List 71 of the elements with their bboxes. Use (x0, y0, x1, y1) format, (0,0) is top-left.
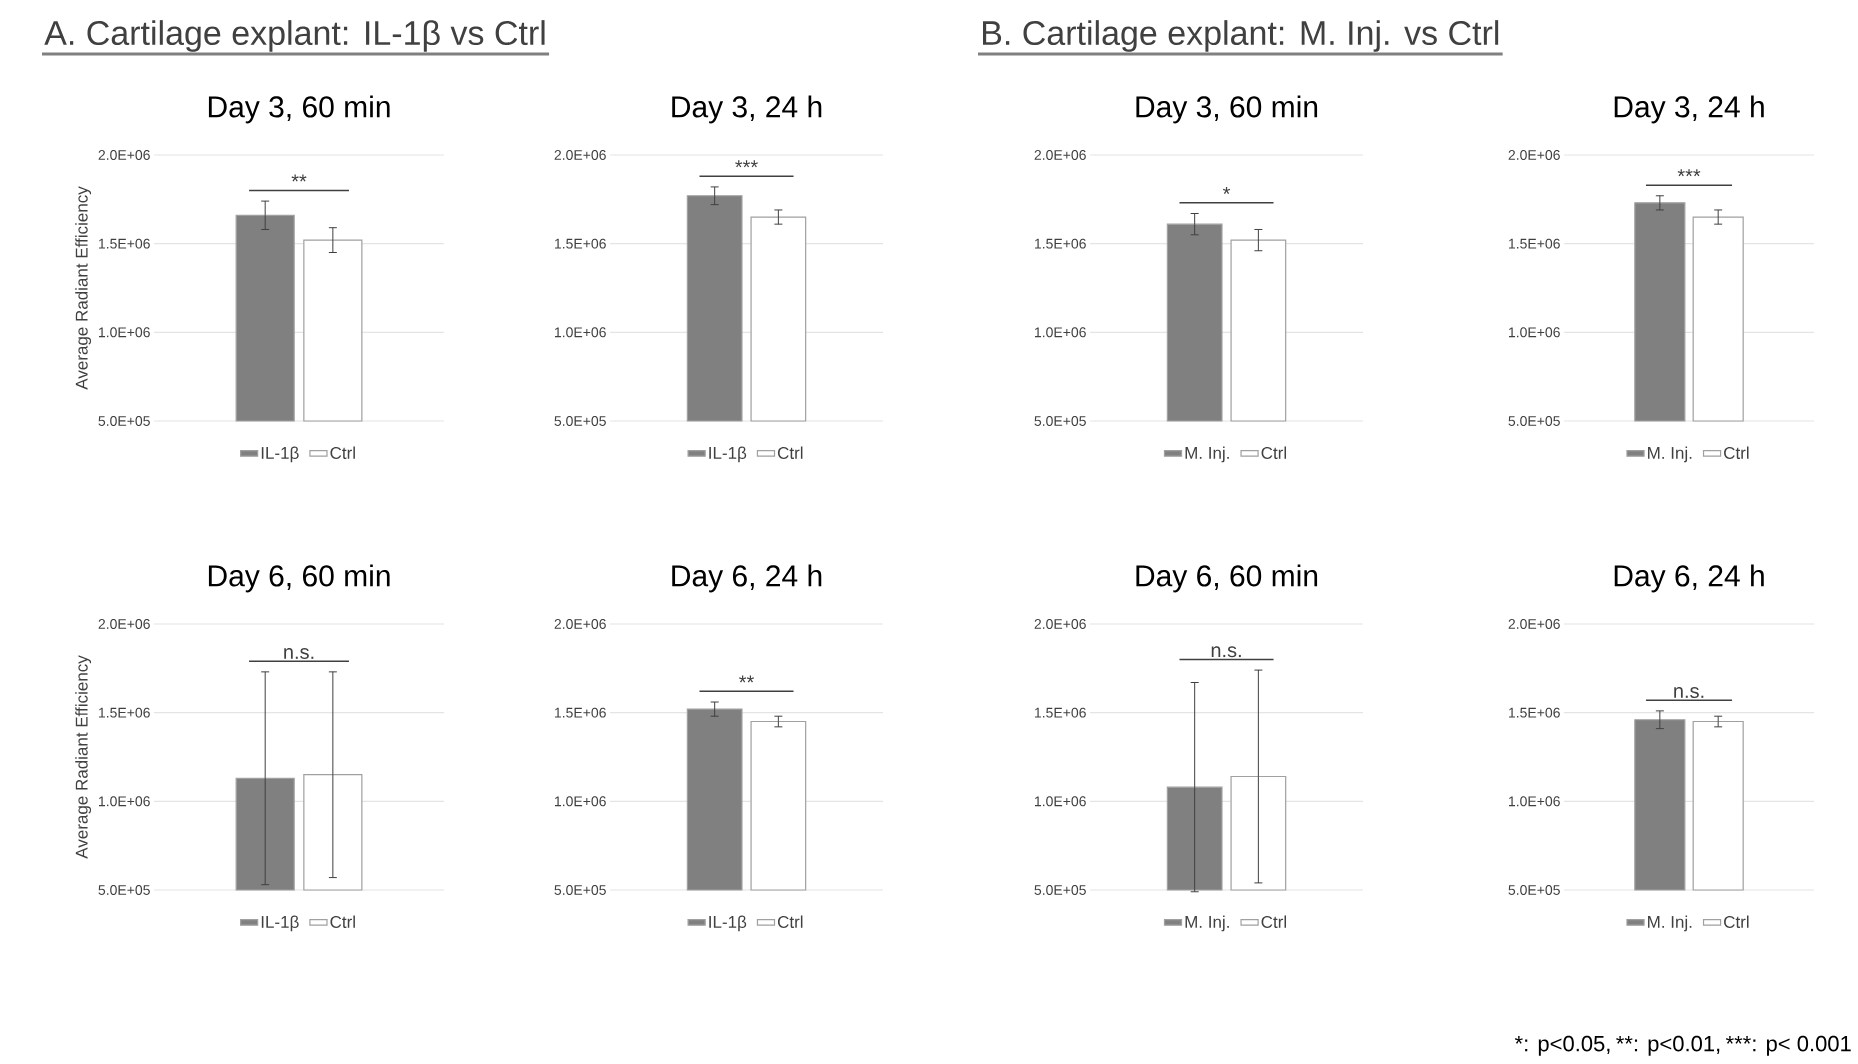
y-tick-label: 1.0E+06 (1509, 327, 1560, 338)
annotation: n.s. (284, 648, 314, 660)
y-tick-label: 5.0E+05 (1508, 416, 1560, 426)
chart-title: Day 6, 24 h (672, 564, 822, 593)
chart-title: Day 3, 24 h (1614, 95, 1764, 124)
legend-label: M. Inj. (1185, 915, 1229, 932)
y-tick-label: 2.0E+06 (554, 150, 606, 160)
annotation: * (1222, 186, 1231, 194)
y-tick-label: 2.0E+06 (1034, 619, 1086, 629)
y-tick-label: 2.0E+06 (1508, 150, 1560, 160)
y-tick-label: 5.0E+05 (1034, 885, 1086, 895)
y-tick-label: 2.0E+06 (98, 619, 150, 629)
chart-title: Day 6, 60 min (208, 564, 390, 593)
legend-label: IL-1β (709, 915, 747, 932)
y-tick-label: 2.0E+06 (1508, 619, 1560, 629)
y-tick-label: 1.5E+06 (1509, 707, 1560, 718)
annotation: n.s. (1211, 646, 1241, 658)
legend-label: M. Inj. (1648, 446, 1692, 463)
text: ***: p< 0.001 (1725, 1035, 1851, 1056)
legend-label: IL-1β (261, 915, 299, 932)
y-tick-label: 1.0E+06 (1509, 796, 1560, 807)
y-tick-label: 2.0E+06 (1034, 150, 1086, 160)
y-tick-label: 1.0E+06 (98, 796, 150, 807)
legend-label: Ctrl (330, 446, 355, 459)
y-tick-label: 1.0E+06 (1035, 327, 1086, 338)
legend-label: Ctrl (1261, 915, 1287, 928)
y-tick-label: 1.0E+06 (1035, 796, 1086, 807)
legend-label: Ctrl (1724, 915, 1749, 928)
y-axis-title: Average Radiant Efficiency (75, 655, 92, 859)
annotation: ** (291, 174, 307, 182)
legend-label: Ctrl (777, 446, 803, 459)
y-tick-label: 2.0E+06 (98, 150, 150, 160)
annotation: *** (735, 160, 758, 168)
y-tick-label: 5.0E+05 (554, 885, 606, 895)
y-tick-label: 5.0E+05 (98, 416, 150, 426)
annotation: ** (739, 675, 754, 683)
annotation: *** (1677, 169, 1701, 177)
legend-label: M. Inj. (1648, 915, 1692, 932)
legend-label: Ctrl (1724, 446, 1749, 459)
y-tick-label: 1.0E+06 (554, 327, 606, 338)
y-tick-label: 1.5E+06 (1509, 238, 1560, 249)
y-tick-label: 1.5E+06 (554, 238, 606, 249)
y-tick-label: 1.5E+06 (554, 707, 606, 718)
legend-label: M. Inj. (1185, 446, 1229, 463)
legend-label: IL-1β (261, 446, 299, 463)
chart-title: Day 3, 24 h (672, 95, 822, 124)
chart-title: Day 3, 60 min (208, 95, 390, 124)
y-tick-label: 2.0E+06 (554, 619, 606, 629)
y-tick-label: 5.0E+05 (1508, 885, 1560, 895)
y-tick-label: 5.0E+05 (1034, 416, 1086, 426)
y-tick-label: 1.5E+06 (1035, 707, 1086, 718)
y-tick-label: 1.0E+06 (554, 796, 606, 807)
legend-label: IL-1β (709, 446, 747, 463)
y-tick-label: 1.5E+06 (98, 707, 150, 718)
annotation: n.s. (1674, 687, 1704, 699)
text: *: p<0.05, (1514, 1035, 1610, 1056)
chart-title: Day 3, 60 min (1136, 95, 1318, 124)
chart-title: Day 6, 60 min (1136, 564, 1318, 593)
y-tick-label: 1.5E+06 (98, 238, 150, 249)
y-tick-label: 1.0E+06 (98, 327, 150, 338)
chart-title: Day 6, 24 h (1614, 564, 1764, 593)
text: A. Cartilage explant: IL-1β vs Ctrl (44, 20, 545, 52)
y-tick-label: 1.5E+06 (1035, 238, 1086, 249)
y-tick-label: 5.0E+05 (554, 416, 606, 426)
text: **: p<0.01, (1616, 1035, 1720, 1056)
legend-label: Ctrl (1261, 446, 1287, 459)
legend-label: Ctrl (777, 915, 803, 928)
y-tick-label: 5.0E+05 (98, 885, 150, 895)
legend-label: Ctrl (330, 915, 355, 928)
text: B. Cartilage explant: M. Inj. vs Ctrl (983, 20, 1499, 52)
y-axis-title: Average Radiant Efficiency (75, 186, 92, 390)
